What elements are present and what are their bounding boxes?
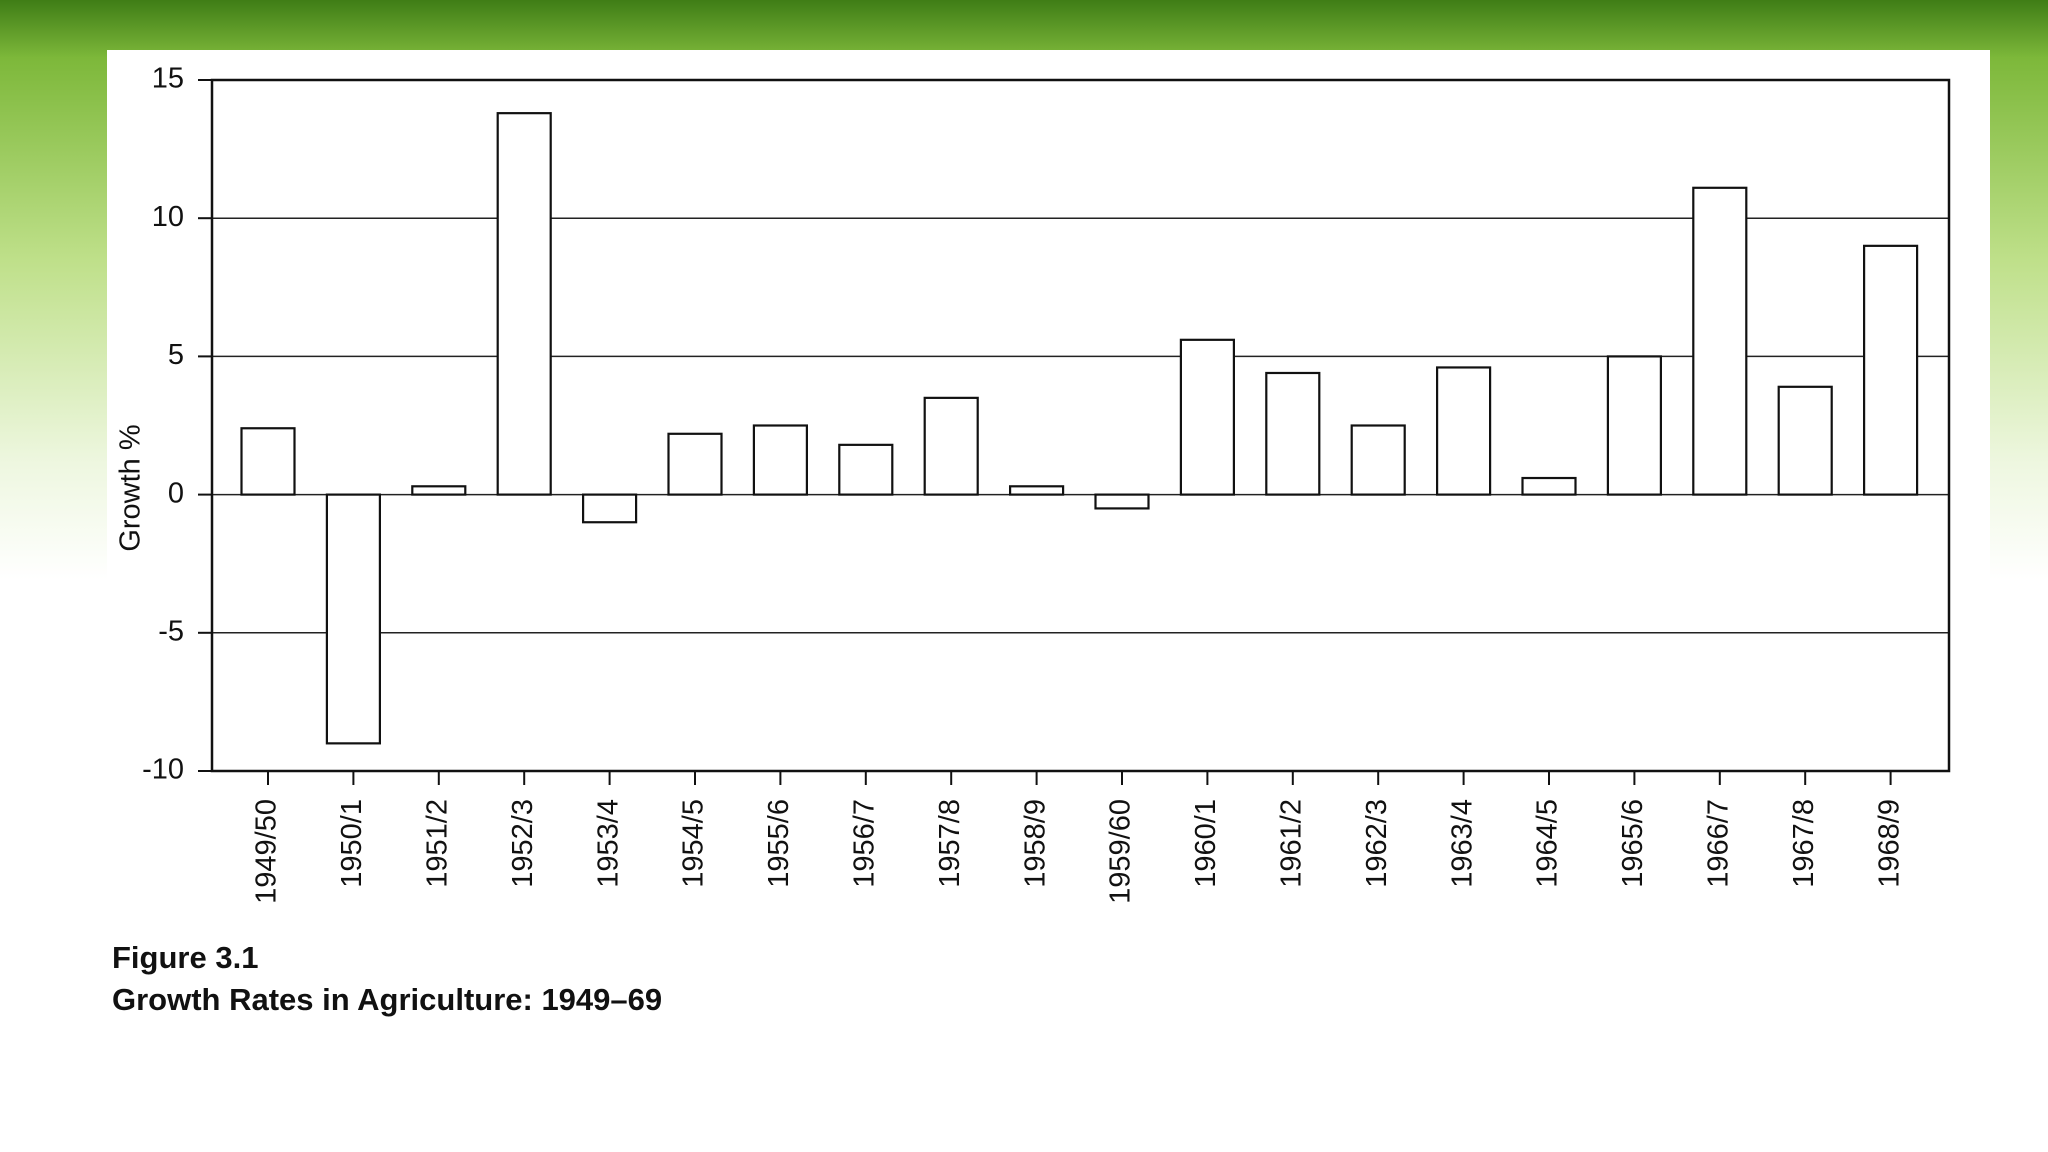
slide-card: [107, 50, 1990, 1152]
bar: [1435, 366, 1492, 496]
bar: [411, 485, 467, 496]
y-tick-label: -10: [142, 754, 184, 786]
bar: [1521, 476, 1577, 496]
bar: [581, 493, 638, 524]
bar: [752, 424, 809, 496]
x-tick-label: 1963/4: [1446, 799, 1478, 888]
x-tick-label: 1956/7: [848, 799, 880, 888]
bar: [667, 432, 723, 496]
y-tick-label: 0: [168, 477, 184, 509]
x-tick-label: 1950/1: [336, 799, 368, 888]
x-tick-label: 1949/50: [251, 799, 283, 904]
y-tick-label: 10: [152, 201, 184, 233]
x-tick-label: 1959/60: [1105, 799, 1137, 904]
bar: [240, 427, 296, 496]
x-tick-label: 1958/9: [1019, 799, 1051, 888]
bar: [1606, 355, 1663, 496]
x-tick-label: 1960/1: [1190, 799, 1222, 888]
x-tick-label: 1968/9: [1873, 799, 1905, 888]
x-tick-label: 1962/3: [1361, 799, 1393, 888]
x-tick-label: 1961/2: [1275, 799, 1307, 888]
bar: [1179, 338, 1236, 496]
x-tick-label: 1953/4: [592, 799, 624, 888]
bar: [923, 396, 979, 496]
plot-frame: [210, 78, 1951, 773]
y-tick-label: 15: [152, 63, 184, 95]
x-tick-label: 1954/5: [678, 799, 710, 888]
y-axis-label: Growth %: [115, 424, 147, 551]
x-tick-label: 1966/7: [1702, 799, 1734, 888]
figure-label: Figure 3.1: [112, 940, 258, 975]
bar: [1265, 371, 1321, 496]
x-tick-label: 1951/2: [421, 799, 453, 888]
x-tick-label: 1955/6: [763, 799, 795, 888]
bar: [1350, 424, 1406, 496]
bar: [325, 493, 381, 745]
bar: [1094, 493, 1150, 510]
bar: [838, 443, 894, 496]
bar: [1862, 244, 1919, 496]
x-tick-label: 1964/5: [1532, 799, 1564, 888]
y-tick-label: -5: [158, 615, 184, 647]
bar: [1692, 186, 1748, 496]
x-tick-label: 1952/3: [507, 799, 539, 888]
bar: [496, 112, 552, 496]
bar: [1777, 385, 1833, 496]
x-tick-label: 1967/8: [1788, 799, 1820, 888]
bar: [1008, 485, 1065, 496]
y-tick-label: 5: [168, 339, 184, 371]
chart-title: Growth Rates in Agriculture: 1949–69: [112, 982, 662, 1017]
x-tick-label: 1965/6: [1617, 799, 1649, 888]
x-tick-label: 1957/8: [934, 799, 966, 888]
